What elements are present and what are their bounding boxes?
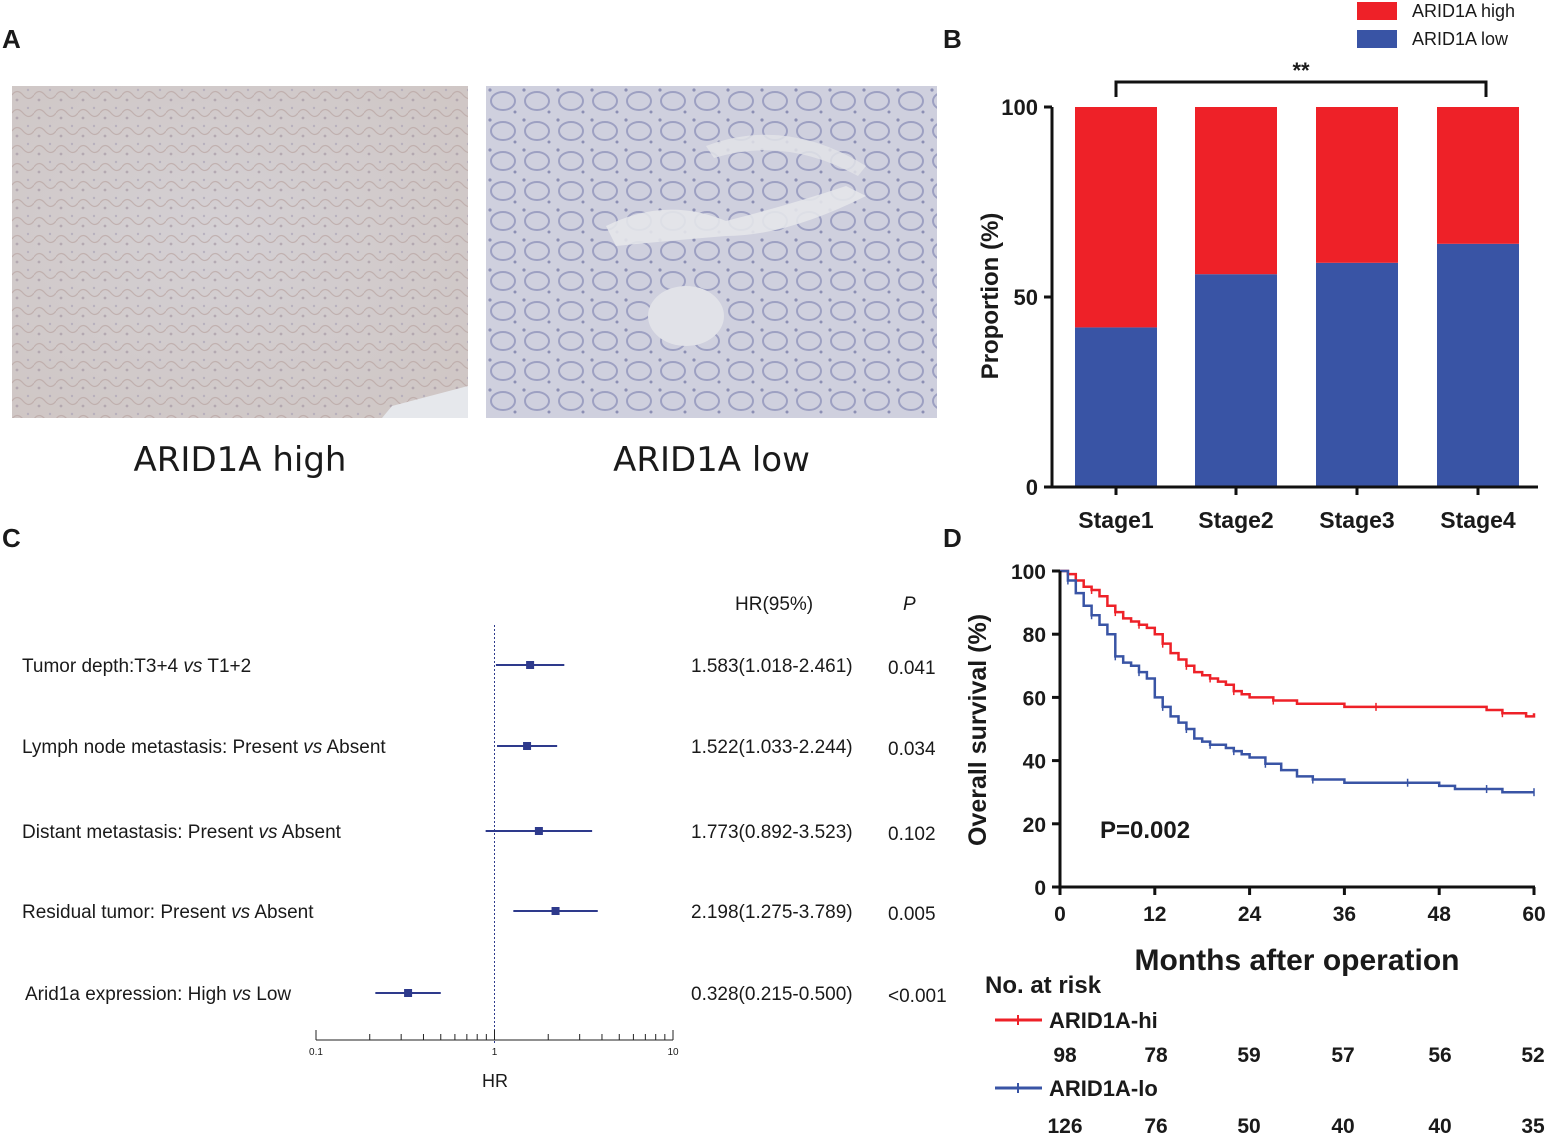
km-x-tick-label: 36 (1333, 903, 1356, 926)
legend: ARID1A high ARID1A low (1357, 1, 1515, 49)
forest-tick-label: 0.1 (309, 1047, 323, 1058)
bar-high-stage2 (1195, 107, 1277, 275)
risk-count: 59 (1237, 1044, 1260, 1067)
km-x-tick-label: 48 (1428, 903, 1452, 926)
ihc-image-arid1a-high (12, 86, 468, 418)
risk-count: 126 (1047, 1115, 1082, 1135)
x-axis-label: HR (482, 1071, 508, 1090)
risk-table-title: No. at risk (985, 972, 1102, 999)
km-x-tick-label: 60 (1522, 903, 1545, 926)
risk-count: 76 (1144, 1115, 1167, 1135)
bar-high-stage1 (1075, 107, 1157, 328)
hr-point (523, 742, 532, 750)
km-x-tick-label: 12 (1143, 903, 1166, 926)
km-y-tick-label: 60 (1023, 687, 1046, 710)
hr-point (526, 661, 535, 669)
km-y-axis-label: Overall survival (%) (964, 614, 992, 846)
bar-high-stage3 (1316, 107, 1398, 263)
hr-text: 1.522(1.033-2.244) (691, 737, 853, 758)
x-tick-label: Stage1 (1078, 507, 1154, 533)
forest-tick-label: 10 (667, 1047, 679, 1058)
panel-letter-d: D (943, 523, 962, 553)
bar-low-stage2 (1195, 274, 1277, 487)
km-y-tick-label: 20 (1023, 814, 1046, 837)
p-value: 0.034 (888, 739, 936, 760)
bar-low-stage4 (1437, 243, 1519, 487)
hr-point (404, 989, 413, 997)
x-tick-label: Stage3 (1319, 507, 1394, 533)
km-x-axis-label: Months after operation (1134, 944, 1459, 977)
risk-count: 56 (1428, 1044, 1451, 1067)
significance-bracket: ** (1114, 58, 1488, 97)
hr-point (534, 827, 543, 835)
risk-count: 78 (1144, 1044, 1168, 1067)
legend-swatch-high (1357, 2, 1397, 20)
risk-count: 35 (1521, 1115, 1545, 1135)
forest-tick-label: 1 (492, 1047, 498, 1058)
hr-text: 1.773(0.892-3.523) (691, 822, 853, 843)
ihc-image-arid1a-low (486, 86, 937, 418)
y-tick-label: 100 (1001, 95, 1038, 120)
km-y-tick-label: 80 (1023, 624, 1046, 647)
panel-letter-a: A (2, 24, 21, 54)
hr-text: 2.198(1.275-3.789) (691, 902, 853, 923)
row-label: Arid1a expression: High vs Low (25, 984, 291, 1005)
bar-low-stage3 (1316, 262, 1398, 487)
bar-high-stage4 (1437, 107, 1519, 244)
km-y-tick-label: 100 (1011, 561, 1046, 584)
row-label: Distant metastasis: Present vs Absent (22, 822, 342, 843)
p-value: <0.001 (888, 986, 947, 1007)
risk-legend-label: ARID1A-hi (1049, 1008, 1158, 1033)
ihc-caption-high: ARID1A high (133, 440, 347, 480)
ihc-caption-low: ARID1A low (613, 440, 810, 480)
km-y-tick-label: 0 (1034, 877, 1046, 900)
header-hr: HR(95%) (735, 594, 813, 615)
x-tick-label: Stage2 (1198, 507, 1273, 533)
significance-label: ** (1292, 58, 1310, 83)
panel-letter-b: B (943, 24, 962, 54)
row-label: Tumor depth:T3+4 vs T1+2 (22, 656, 251, 677)
bar-low-stage1 (1075, 327, 1157, 487)
hr-point (551, 907, 560, 915)
forest-plot: HR(95%) P Tumor depth:T3+4 vs T1+2 1.583(… (22, 594, 947, 1090)
km-pvalue: P=0.002 (1100, 817, 1190, 844)
risk-count: 40 (1331, 1115, 1354, 1135)
risk-count: 98 (1053, 1044, 1077, 1067)
km-y-tick-label: 40 (1023, 751, 1046, 774)
y-axis-label: Proportion (%) (977, 213, 1004, 380)
stacked-bar-chart: ARID1A high ARID1A low ** Stage1 Stage2 St… (977, 1, 1538, 533)
y-tick-label: 50 (1014, 285, 1038, 310)
x-tick-label: Stage4 (1440, 507, 1516, 533)
km-x-tick-label: 24 (1238, 903, 1262, 926)
km-survival-plot: 0 20 40 60 80 100 0 12 24 36 48 60 P=0.002 Overall … (964, 561, 1546, 1135)
y-tick-label: 0 (1026, 475, 1038, 500)
row-label: Residual tumor: Present vs Absent (22, 902, 314, 923)
p-value: 0.005 (888, 904, 936, 925)
legend-swatch-low (1357, 30, 1397, 48)
legend-label-high: ARID1A high (1412, 1, 1515, 21)
risk-count: 52 (1521, 1044, 1544, 1067)
panel-letter-c: C (2, 523, 21, 553)
row-label: Lymph node metastasis: Present vs Absent (22, 737, 386, 758)
risk-count: 50 (1237, 1115, 1260, 1135)
hr-text: 0.328(0.215-0.500) (691, 984, 853, 1005)
risk-legend-label: ARID1A-lo (1049, 1076, 1158, 1101)
risk-count: 57 (1331, 1044, 1354, 1067)
p-value: 0.102 (888, 824, 936, 845)
p-value: 0.041 (888, 658, 936, 679)
legend-label-low: ARID1A low (1412, 29, 1509, 49)
km-x-tick-label: 0 (1054, 903, 1066, 926)
km-curve-arid1a-hi (1060, 569, 1536, 718)
km-curve-arid1a-lo (1060, 569, 1534, 794)
header-p: P (903, 594, 916, 615)
hr-text: 1.583(1.018-2.461) (691, 656, 853, 677)
risk-count: 40 (1428, 1115, 1451, 1135)
